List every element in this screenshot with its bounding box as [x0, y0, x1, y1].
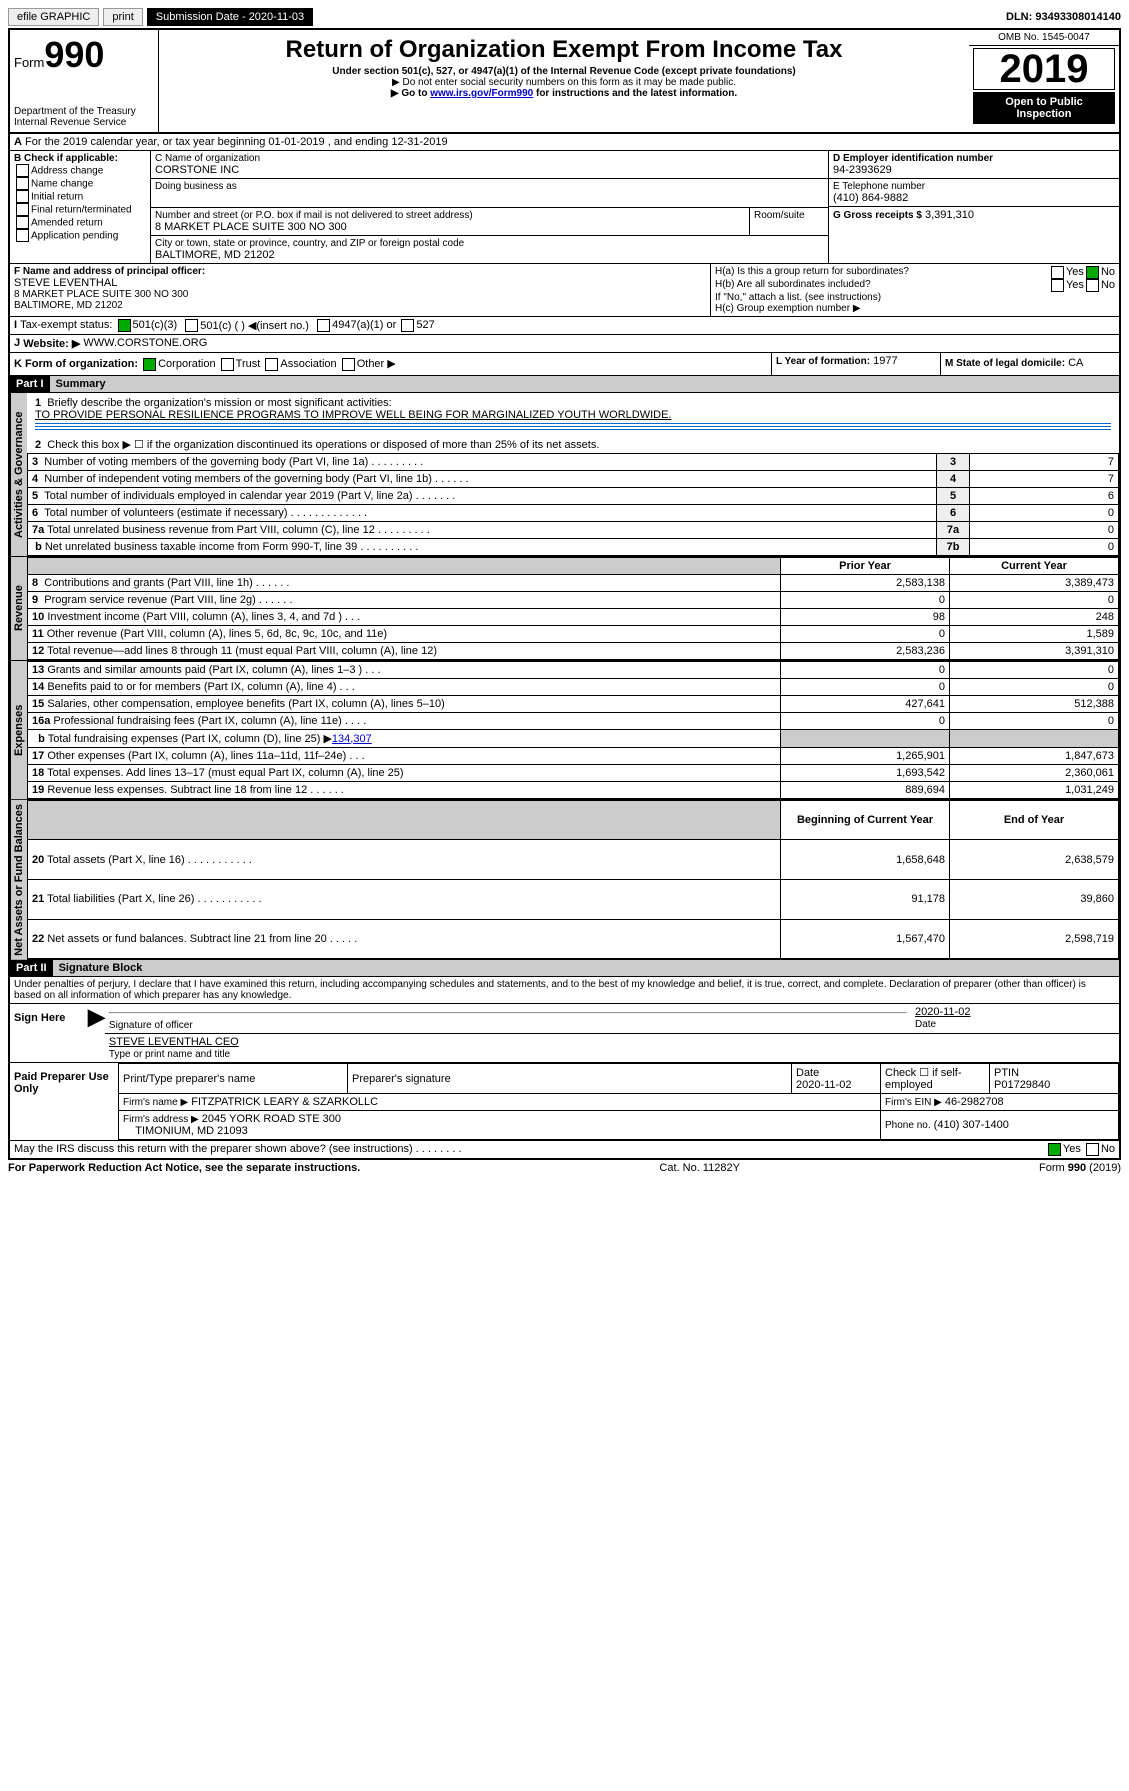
footer-left: For Paperwork Reduction Act Notice, see … [8, 1162, 360, 1174]
chk-trust[interactable] [221, 358, 234, 371]
form-number: Form990 [14, 34, 154, 76]
firm-addr: 2045 YORK ROAD STE 300 [202, 1113, 341, 1125]
label-C: C Name of organization [155, 153, 824, 164]
ein: 94-2393629 [833, 164, 1115, 176]
ptin: P01729840 [994, 1079, 1050, 1091]
sign-date: 2020-11-02 [915, 1006, 970, 1018]
chk-other[interactable] [342, 358, 355, 371]
part2-title: Signature Block [53, 960, 1119, 976]
chk-assoc[interactable] [265, 358, 278, 371]
irs-link[interactable]: www.irs.gov/Form990 [430, 88, 533, 99]
note-goto: ▶ Go to www.irs.gov/Form990 for instruct… [163, 88, 965, 99]
chk-4947[interactable] [317, 319, 330, 332]
chk-initial-return[interactable]: Initial return [14, 190, 146, 203]
form-title: Return of Organization Exempt From Incom… [163, 36, 965, 64]
arrow-icon: ▶ [88, 1004, 105, 1062]
label-city: City or town, state or province, country… [155, 238, 824, 249]
part2-header: Part II [10, 960, 53, 976]
year-formation: 1977 [873, 355, 897, 367]
section-governance: Activities & Governance [10, 393, 27, 556]
chk-amended-return[interactable]: Amended return [14, 216, 146, 229]
form-container: Form990 Department of the Treasury Inter… [8, 28, 1121, 1160]
chk-501c[interactable] [185, 319, 198, 332]
Hb-note: If "No," attach a list. (see instruction… [715, 292, 1115, 303]
label-F: F Name and address of principal officer: [14, 266, 706, 277]
tax-year: 2019 [974, 49, 1114, 89]
part1-title: Summary [50, 376, 1119, 392]
paid-preparer-label: Paid Preparer Use Only [10, 1063, 118, 1140]
note-ssn: ▶ Do not enter social security numbers o… [163, 77, 965, 88]
label-room: Room/suite [754, 210, 824, 221]
label-Ha: H(a) Is this a group return for subordin… [715, 266, 1049, 279]
org-city: BALTIMORE, MD 21202 [155, 249, 824, 261]
label-I: Tax-exempt status: [20, 319, 112, 332]
label-Hc: H(c) Group exemption number ▶ [715, 303, 1115, 314]
val-l5: 6 [970, 487, 1119, 504]
chk-name-change[interactable]: Name change [14, 177, 146, 190]
efile-button[interactable]: efile GRAPHIC [8, 8, 99, 26]
dln: DLN: 93493308014140 [1006, 11, 1121, 23]
val-l3: 7 [970, 453, 1119, 470]
section-B-label: B Check if applicable: [14, 153, 146, 164]
chk-final-return[interactable]: Final return/terminated [14, 203, 146, 216]
print-button[interactable]: print [103, 8, 142, 26]
open-public: Open to Public Inspection [973, 92, 1115, 124]
part1-header: Part I [10, 376, 50, 392]
declaration: Under penalties of perjury, I declare th… [10, 976, 1119, 1003]
label-E: E Telephone number [833, 181, 1115, 192]
label-G: G Gross receipts $ [833, 210, 922, 221]
org-name: CORSTONE INC [155, 164, 824, 176]
label-K: K Form of organization: [14, 358, 138, 370]
val-l7b: 0 [970, 538, 1119, 555]
officer-name-title: STEVE LEVENTHAL CEO [109, 1036, 239, 1048]
val-l7a: 0 [970, 521, 1119, 538]
chk-address-change[interactable]: Address change [14, 164, 146, 177]
val-l4: 7 [970, 470, 1119, 487]
firm-phone: (410) 307-1400 [934, 1119, 1009, 1131]
top-toolbar: efile GRAPHIC print Submission Date - 20… [8, 8, 1121, 26]
label-J: Website: ▶ [23, 337, 80, 350]
label-dba: Doing business as [155, 181, 824, 192]
submission-date: Submission Date - 2020-11-03 [147, 8, 313, 26]
firm-ein: 46-2982708 [945, 1096, 1004, 1108]
chk-discuss-yes[interactable] [1048, 1143, 1061, 1156]
footer-cat: Cat. No. 11282Y [659, 1162, 740, 1174]
section-expenses: Expenses [10, 661, 27, 799]
chk-app-pending[interactable]: Application pending [14, 229, 146, 242]
line2: Check this box ▶ ☐ if the organization d… [47, 439, 599, 451]
dept-treasury: Department of the Treasury Internal Reve… [14, 106, 154, 128]
chk-discuss-no[interactable] [1086, 1143, 1099, 1156]
org-address: 8 MARKET PLACE SUITE 300 NO 300 [155, 221, 745, 233]
gross-receipts: 3,391,310 [925, 209, 974, 221]
label-addr: Number and street (or P.O. box if mail i… [155, 210, 745, 221]
officer-name: STEVE LEVENTHAL [14, 277, 706, 289]
form-subtitle: Under section 501(c), 527, or 4947(a)(1)… [163, 66, 965, 77]
chk-corp[interactable] [143, 358, 156, 371]
section-revenue: Revenue [10, 557, 27, 660]
sign-here-label: Sign Here [10, 1004, 88, 1062]
discuss-question: May the IRS discuss this return with the… [14, 1143, 1046, 1156]
omb: OMB No. 1545-0047 [969, 30, 1119, 46]
line1-label: Briefly describe the organization's miss… [47, 397, 391, 409]
line-A: A For the 2019 calendar year, or tax yea… [10, 133, 1119, 150]
chk-527[interactable] [401, 319, 414, 332]
website: WWW.CORSTONE.ORG [83, 337, 207, 350]
label-Hb: H(b) Are all subordinates included? [715, 279, 1049, 292]
footer-form: Form 990 (2019) [1039, 1162, 1121, 1174]
chk-501c3[interactable] [118, 319, 131, 332]
section-net-assets: Net Assets or Fund Balances [10, 800, 27, 960]
line1-value: TO PROVIDE PERSONAL RESILIENCE PROGRAMS … [35, 409, 671, 421]
state-domicile: CA [1068, 357, 1083, 369]
officer-addr: 8 MARKET PLACE SUITE 300 NO 300 BALTIMOR… [14, 289, 706, 311]
val-l6: 0 [970, 504, 1119, 521]
firm-name: FITZPATRICK LEARY & SZARKOLLC [191, 1096, 378, 1108]
label-D: D Employer identification number [833, 153, 1115, 164]
telephone: (410) 864-9882 [833, 192, 1115, 204]
